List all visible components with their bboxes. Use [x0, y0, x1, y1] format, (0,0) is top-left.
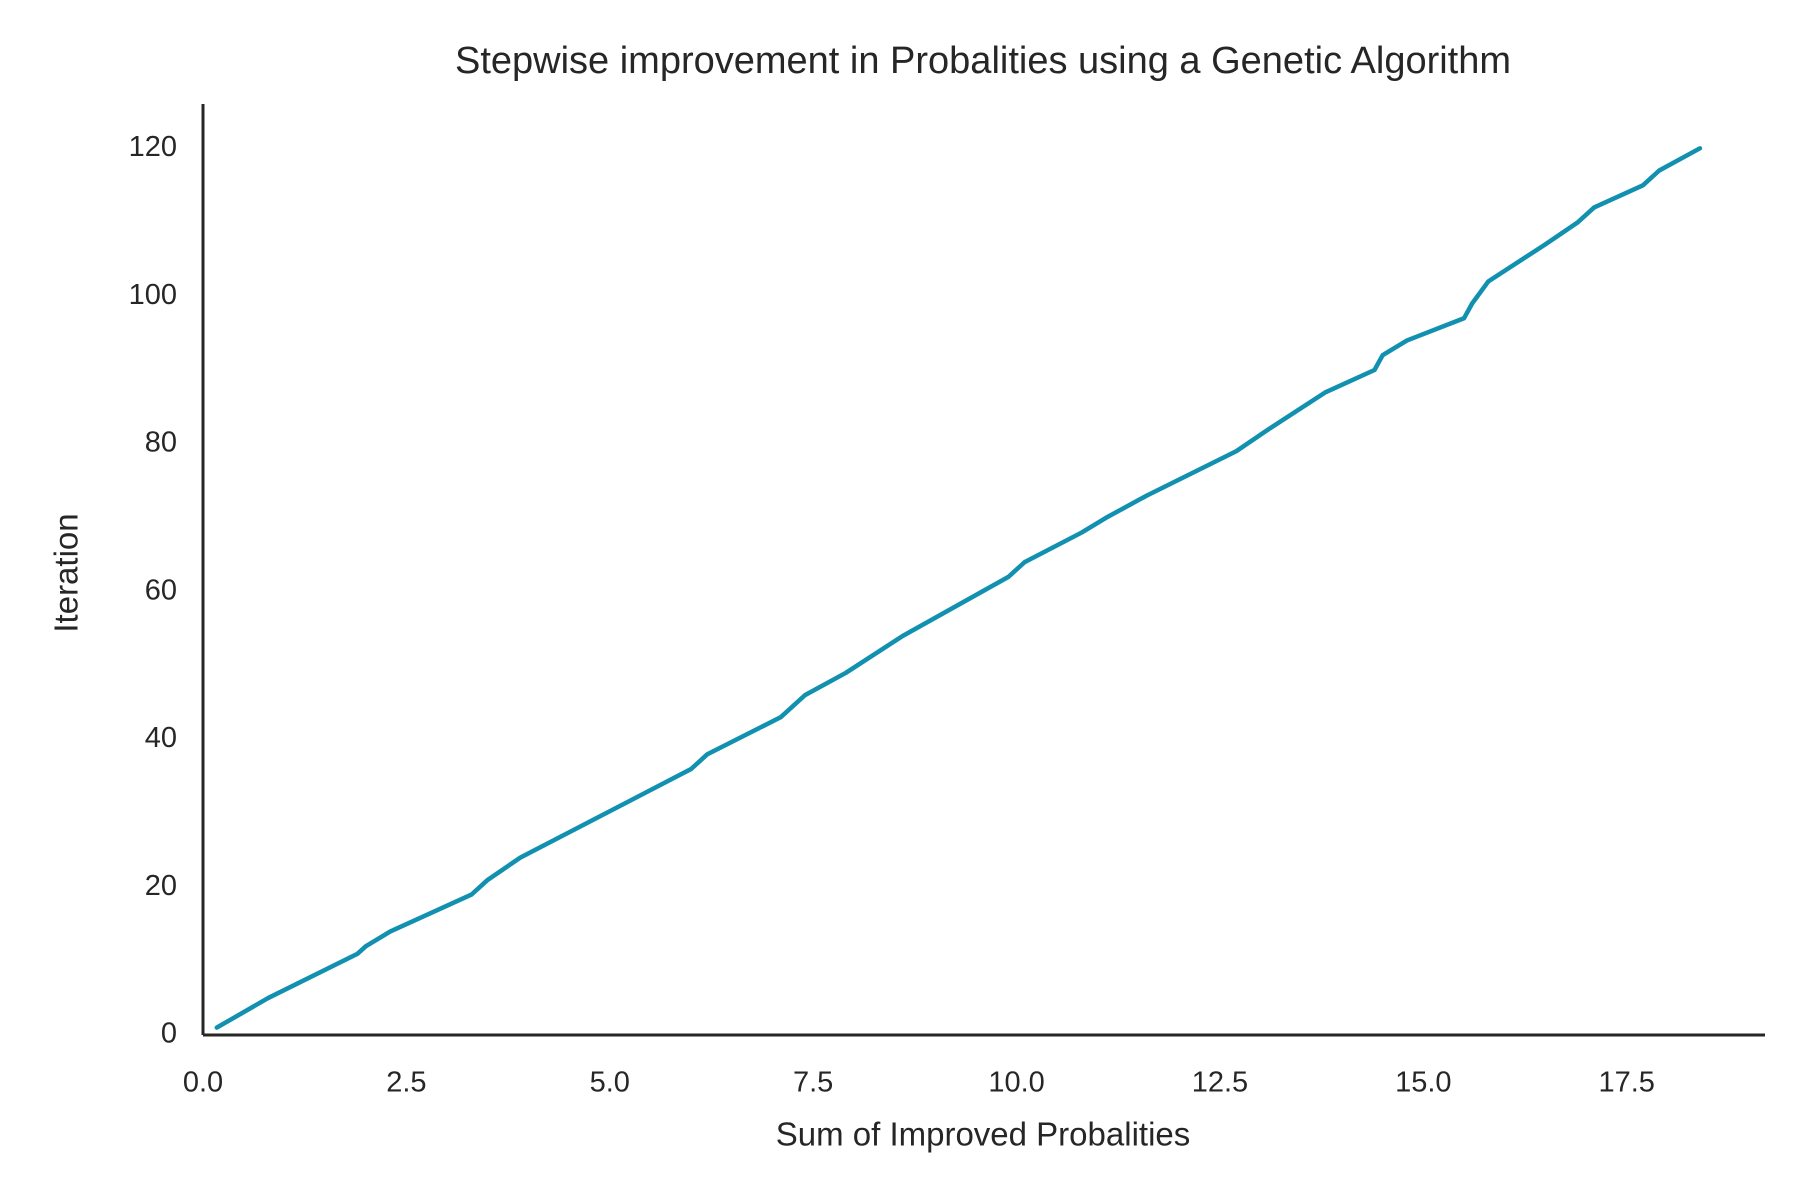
- x-tick-label: 7.5: [793, 1067, 833, 1099]
- chart-title: Stepwise improvement in Probalities usin…: [455, 40, 1511, 82]
- y-tick-label: 120: [129, 131, 177, 163]
- y-tick-label: 20: [145, 870, 177, 902]
- x-axis-label: Sum of Improved Probalities: [776, 1116, 1191, 1153]
- y-axis-label: Iteration: [48, 513, 85, 632]
- y-tick-label: 0: [161, 1018, 177, 1050]
- y-tick-label: 100: [129, 279, 177, 311]
- x-tick-label: 2.5: [386, 1067, 426, 1099]
- y-tick-label: 80: [145, 427, 177, 459]
- y-tick-label: 60: [145, 574, 177, 606]
- x-tick-label: 10.0: [988, 1067, 1044, 1099]
- x-tick-label: 17.5: [1598, 1067, 1654, 1099]
- y-tick-label: 40: [145, 722, 177, 754]
- x-tick-label: 12.5: [1192, 1067, 1248, 1099]
- x-tick-label: 15.0: [1395, 1067, 1451, 1099]
- x-tick-label: 5.0: [590, 1067, 630, 1099]
- x-tick-label: 0.0: [183, 1067, 223, 1099]
- data-line: [214, 146, 1703, 1030]
